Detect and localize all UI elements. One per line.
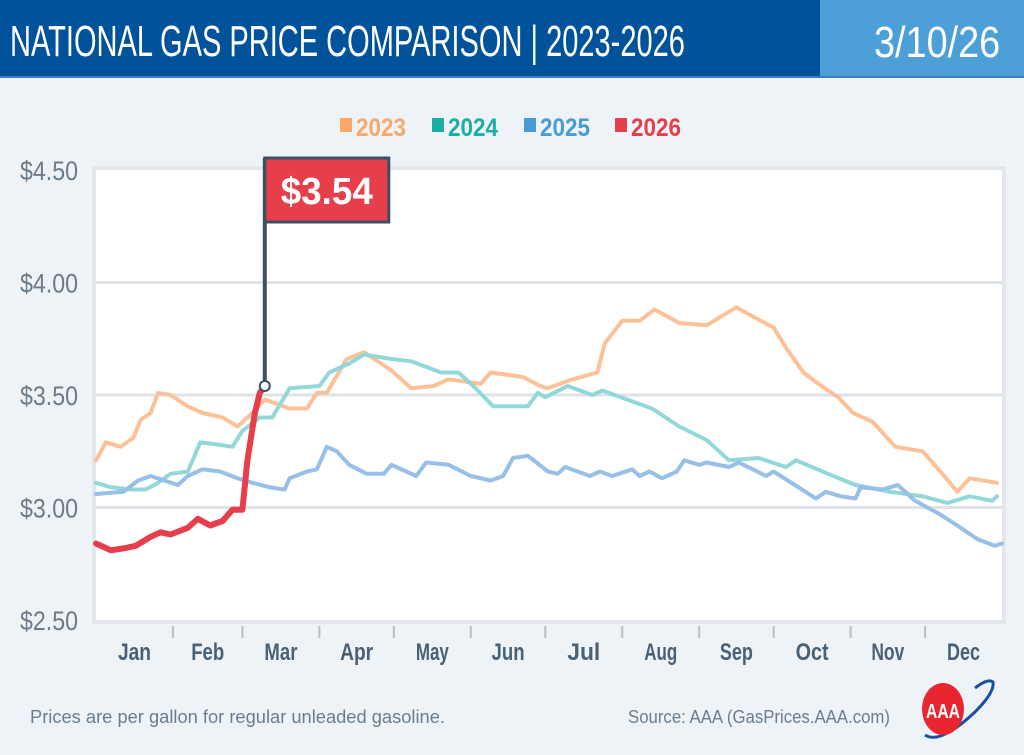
legend-swatch-2023 <box>340 118 352 132</box>
callout-point <box>258 380 271 392</box>
footer-note: Prices are per gallon for regular unlead… <box>30 707 445 727</box>
y-tick-label: $4.50 <box>20 156 78 186</box>
x-tick-label: Aug <box>644 639 677 666</box>
x-tick-label: Apr <box>340 639 373 666</box>
x-tick-label: Jul <box>567 639 600 666</box>
legend-label-2026: 2026 <box>631 114 681 142</box>
y-axis: $2.50 $3.00 $3.50 $4.00 $4.50 <box>20 156 78 636</box>
aaa-logo-text: AAA <box>926 701 960 723</box>
x-tick-label: Nov <box>871 639 904 666</box>
legend-swatch-2025 <box>524 118 536 132</box>
x-tick-label: Jan <box>118 639 151 666</box>
y-tick-label: $3.50 <box>20 381 78 411</box>
page-title-group: NATIONAL GAS PRICE COMPARISON | 2023-202… <box>10 16 685 66</box>
legend: 2023 2024 2025 2026 <box>340 114 681 142</box>
page-title: NATIONAL GAS PRICE COMPARISON | 2023-202… <box>10 16 685 66</box>
x-tick-label: Oct <box>796 639 829 666</box>
x-tick-label: Dec <box>947 639 980 666</box>
series-line-2023 <box>94 305 999 494</box>
date-banner <box>820 0 1024 77</box>
y-tick-label: $4.00 <box>20 269 78 299</box>
x-axis: Jan Feb Mar Apr May Jun Jul Aug Sep Oct Nov Dec <box>118 626 980 666</box>
y-tick-label: $3.00 <box>20 494 78 524</box>
x-tick-label: Mar <box>264 639 297 666</box>
legend-label-2024: 2024 <box>448 114 498 142</box>
header-divider <box>0 76 1024 78</box>
title-banner <box>0 0 820 77</box>
legend-swatch-2024 <box>432 118 444 132</box>
series-line-2024 <box>94 352 999 505</box>
legend-label-2025: 2025 <box>540 114 590 142</box>
series-lines <box>93 305 1004 554</box>
series-line-2026 <box>93 383 268 554</box>
x-tick-label: Feb <box>191 639 224 666</box>
footer-source: Source: AAA (GasPrices.AAA.com) <box>628 707 890 727</box>
legend-label-2023: 2023 <box>356 114 406 142</box>
report-date-group: 3/10/26 <box>874 17 1000 66</box>
callout-value: $3.54 <box>281 171 373 213</box>
aaa-logo: AAA <box>922 679 995 739</box>
legend-swatch-2026 <box>615 118 627 132</box>
report-date: 3/10/26 <box>874 17 1000 66</box>
series-line-2025 <box>94 444 1004 548</box>
x-tick-label: May <box>416 639 449 666</box>
x-tick-label: Sep <box>720 639 753 666</box>
x-tick-label: Jun <box>492 639 525 666</box>
price-callout: $3.54 <box>258 156 391 392</box>
callout-flag <box>263 156 391 224</box>
y-tick-label: $2.50 <box>20 606 78 636</box>
